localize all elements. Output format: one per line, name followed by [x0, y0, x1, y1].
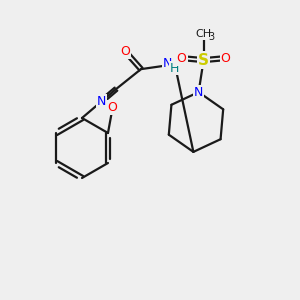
Text: O: O [120, 45, 130, 58]
Text: H: H [169, 61, 179, 75]
Text: 3: 3 [208, 32, 215, 42]
Text: N: N [194, 85, 203, 99]
Text: N: N [162, 57, 172, 70]
Text: O: O [177, 52, 187, 64]
Text: N: N [97, 95, 106, 108]
Text: CH: CH [196, 29, 212, 39]
Text: O: O [108, 101, 118, 114]
Text: S: S [198, 52, 209, 68]
Text: O: O [221, 52, 231, 64]
